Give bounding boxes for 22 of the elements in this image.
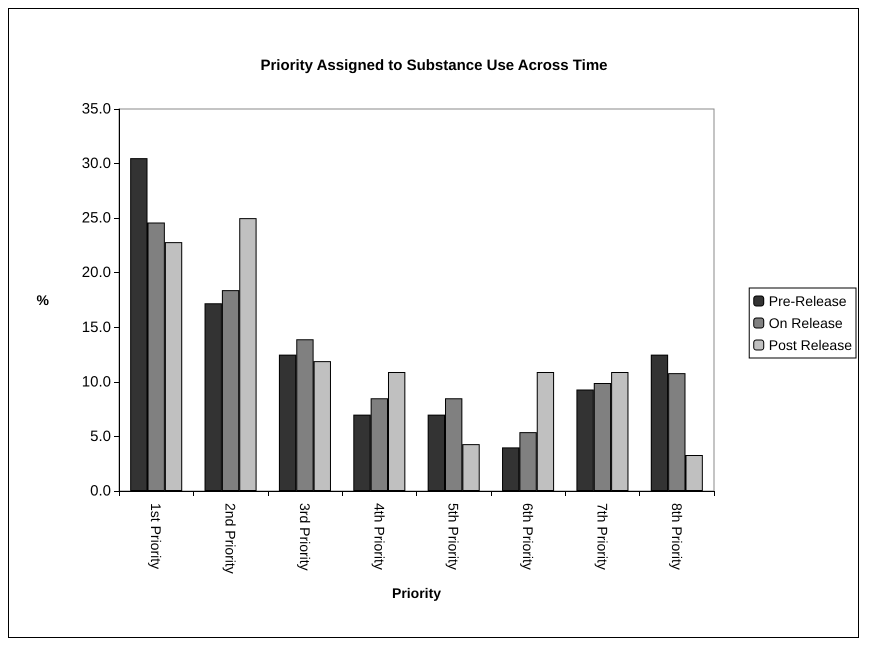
y-tick-label: 35.0 [82, 100, 111, 118]
y-tick-label: 0.0 [90, 482, 111, 500]
x-tick-label: 4th Priority [371, 503, 388, 570]
y-tick-label: 30.0 [82, 155, 111, 172]
x-tick-label: 2nd Priority [222, 503, 239, 574]
x-axis-title: Priority [392, 585, 442, 601]
chart-title: Priority Assigned to Substance Use Across Time [260, 57, 608, 74]
x-tick-label: 1st Priority [148, 503, 164, 570]
legend-label: Pre-Release [768, 293, 847, 309]
legend-label: Post Release [768, 337, 852, 353]
y-tick-label: 10.0 [82, 373, 111, 390]
x-tick-label: 7th Priority [594, 503, 610, 570]
x-tick-label: 3rd Priority [296, 503, 313, 571]
y-axis-title: % [36, 292, 50, 308]
x-tick-label: 5th Priority [446, 503, 462, 570]
x-tick-label: 8th Priority [668, 503, 685, 570]
x-tick-label: 6th Priority [520, 503, 536, 570]
y-tick-label: 20.0 [82, 264, 111, 282]
legend-label: On Release [768, 315, 843, 331]
y-tick-label: 15.0 [82, 318, 111, 336]
y-tick-label: 5.0 [90, 428, 111, 445]
y-tick-label: 25.0 [82, 210, 111, 227]
